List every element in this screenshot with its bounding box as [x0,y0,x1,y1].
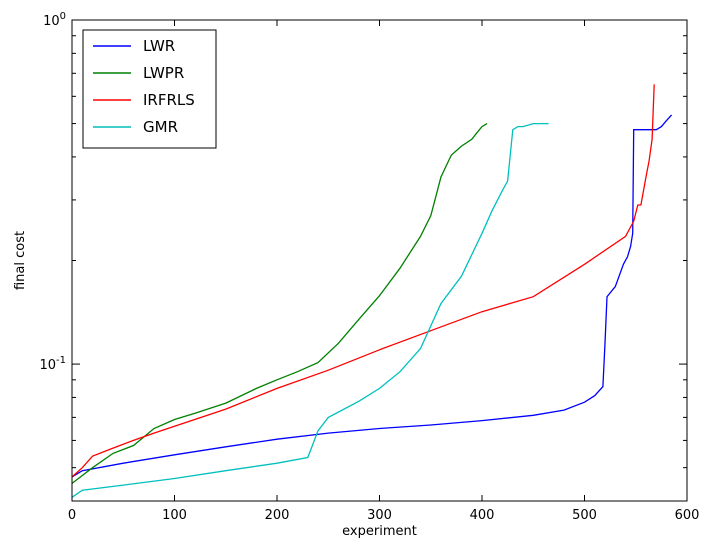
legend: LWR LWPR IRFRLS GMR [82,29,217,149]
y-tick-label: 10-1 [39,355,66,373]
plot-lines [72,84,673,498]
series-line-irfrls [72,84,655,478]
axis-tick-labels: 0 100 200 300 400 500 600 10-1 100 [39,11,699,523]
legend-label-gmr: GMR [143,118,178,136]
x-tick-label: 0 [68,508,76,523]
x-tick-label: 400 [470,508,495,523]
x-tick-label: 500 [572,508,597,523]
x-axis-label: experiment [342,524,417,539]
series-line-gmr [72,122,549,498]
y-axis-label: final cost [13,231,28,290]
series-line-lwr [72,114,673,478]
legend-box [82,29,217,149]
legend-label-lwr: LWR [143,37,175,55]
x-tick-label: 300 [367,508,392,523]
x-tick-label: 600 [675,508,700,523]
legend-label-irfrls: IRFRLS [143,91,195,109]
series-line-lwpr [72,123,488,484]
legend-label-lwpr: LWPR [143,64,184,82]
x-tick-label: 100 [162,508,187,523]
axis-ticks [71,19,688,501]
x-tick-label: 200 [265,508,290,523]
y-tick-label: 100 [43,11,66,29]
